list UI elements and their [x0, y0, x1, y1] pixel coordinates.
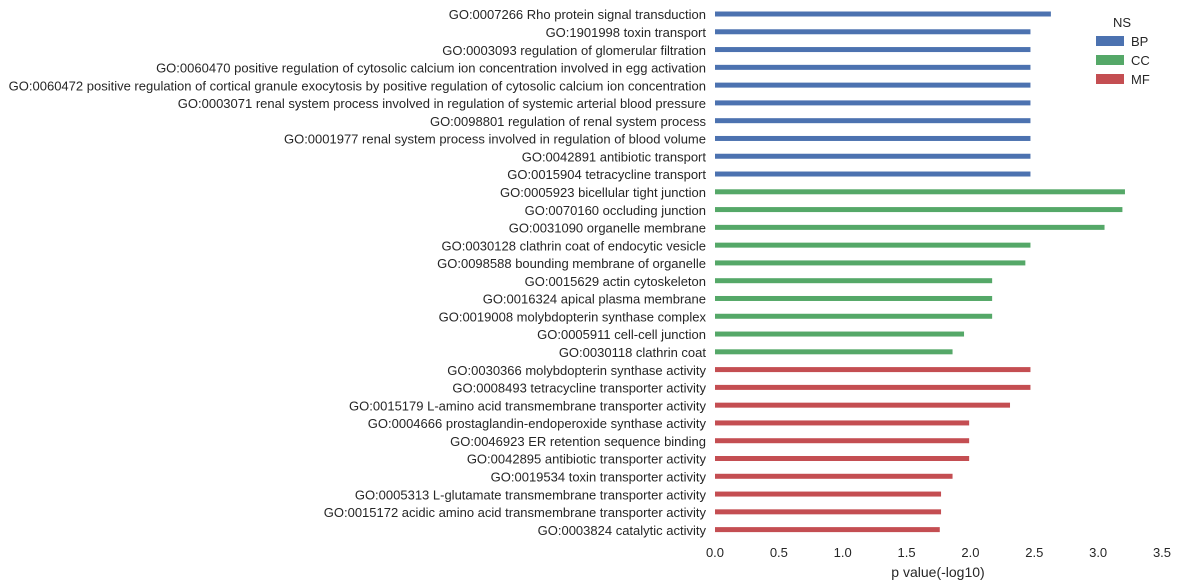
category-label: GO:0003824 catalytic activity: [538, 523, 707, 538]
category-label: GO:0005923 bicellular tight junction: [500, 185, 706, 200]
x-axis-ticks: 0.0 0.5 1.0 1.5 2.0 2.5 3.0 3.5: [706, 545, 1171, 560]
x-tick-label: 0.0: [706, 545, 724, 560]
category-label: GO:0098801 regulation of renal system pr…: [430, 114, 707, 129]
legend-swatch-mf: [1096, 74, 1124, 84]
category-label: GO:0046923 ER retention sequence binding: [450, 434, 706, 449]
category-label: GO:0019534 toxin transporter activity: [491, 469, 707, 484]
bar-cc: [715, 224, 1105, 230]
category-label: GO:0003093 regulation of glomerular filt…: [442, 43, 706, 58]
category-label: GO:0019008 molybdopterin synthase comple…: [439, 309, 707, 324]
bar-cc: [715, 242, 1031, 248]
category-label: GO:0008493 tetracycline transporter acti…: [452, 381, 706, 396]
category-label: GO:0004666 prostaglandin-endoperoxide sy…: [368, 416, 707, 431]
bar-cc: [715, 207, 1123, 213]
bar-bp: [715, 82, 1031, 88]
bar-cc: [715, 189, 1125, 195]
x-axis-title: p value(-log10): [891, 564, 984, 580]
category-label: GO:0060472 positive regulation of cortic…: [9, 78, 706, 93]
legend-title: NS: [1113, 15, 1131, 30]
legend-swatch-bp: [1096, 36, 1124, 46]
x-tick-label: 1.0: [834, 545, 852, 560]
category-label: GO:0001977 renal system process involved…: [284, 132, 706, 147]
category-label: GO:0070160 occluding junction: [525, 203, 706, 218]
category-label: GO:0016324 apical plasma membrane: [483, 292, 706, 307]
x-tick-label: 0.5: [770, 545, 788, 560]
legend-swatch-cc: [1096, 55, 1124, 65]
bar-cc: [715, 331, 965, 337]
category-label: GO:0042895 antibiotic transporter activi…: [467, 452, 707, 467]
bar-mf: [715, 509, 942, 515]
category-label: GO:0060470 positive regulation of cytoso…: [156, 61, 706, 76]
category-labels: GO:0007266 Rho protein signal transducti…: [9, 7, 707, 538]
category-label: GO:0015904 tetracycline transport: [507, 167, 706, 182]
legend: NS BP CC MF: [1096, 15, 1150, 87]
category-label: GO:0015179 L-amino acid transmembrane tr…: [349, 398, 706, 413]
bar-mf: [715, 473, 953, 479]
category-label: GO:0015172 acidic amino acid transmembra…: [324, 505, 707, 520]
bar-cc: [715, 295, 993, 301]
bar-mf: [715, 491, 942, 497]
bar-mf: [715, 438, 970, 444]
category-label: GO:0030118 clathrin coat: [559, 345, 707, 360]
category-label: GO:0042891 antibiotic transport: [522, 149, 707, 164]
bar-mf: [715, 367, 1031, 373]
x-tick-label: 1.5: [898, 545, 916, 560]
bar-bp: [715, 47, 1031, 53]
category-label: GO:0007266 Rho protein signal transducti…: [449, 7, 706, 22]
category-label: GO:0015629 actin cytoskeleton: [525, 274, 706, 289]
bar-bp: [715, 118, 1031, 124]
x-tick-label: 2.5: [1025, 545, 1043, 560]
category-label: GO:0003071 renal system process involved…: [178, 96, 706, 111]
bars-layer: [715, 11, 1125, 533]
x-tick-label: 3.0: [1089, 545, 1107, 560]
bar-mf: [715, 527, 940, 533]
bar-mf: [715, 384, 1031, 390]
bar-mf: [715, 402, 1011, 408]
bar-bp: [715, 100, 1031, 106]
category-label: GO:0005911 cell-cell junction: [537, 327, 706, 342]
legend-label-bp: BP: [1131, 34, 1148, 49]
category-label: GO:0030366 molybdopterin synthase activi…: [447, 363, 706, 378]
bar-bp: [715, 171, 1031, 177]
category-label: GO:0031090 organelle membrane: [509, 221, 706, 236]
legend-label-mf: MF: [1131, 72, 1150, 87]
category-label: GO:0005313 L-glutamate transmembrane tra…: [355, 487, 707, 502]
bar-bp: [715, 153, 1031, 159]
bar-bp: [715, 64, 1031, 70]
bar-mf: [715, 420, 970, 426]
bar-bp: [715, 135, 1031, 141]
bar-cc: [715, 278, 993, 284]
bar-cc: [715, 349, 953, 355]
bar-bp: [715, 11, 1051, 17]
bar-mf: [715, 456, 970, 461]
legend-label-cc: CC: [1131, 53, 1150, 68]
bar-bp: [715, 29, 1031, 35]
category-label: GO:0098588 bounding membrane of organell…: [437, 256, 706, 271]
bar-cc: [715, 260, 1026, 266]
bar-cc: [715, 313, 993, 319]
x-tick-label: 2.0: [961, 545, 979, 560]
category-label: GO:0030128 clathrin coat of endocytic ve…: [442, 238, 706, 253]
x-tick-label: 3.5: [1153, 545, 1171, 560]
category-label: GO:1901998 toxin transport: [546, 25, 707, 40]
